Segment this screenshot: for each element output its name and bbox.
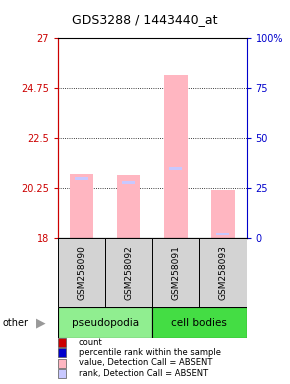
Bar	[75, 177, 88, 179]
Text: ▶: ▶	[36, 316, 46, 329]
Text: GSM258093: GSM258093	[218, 245, 227, 300]
Text: GSM258092: GSM258092	[124, 245, 133, 300]
Bar	[58, 369, 66, 379]
Text: GSM258091: GSM258091	[171, 245, 180, 300]
Text: pseudopodia: pseudopodia	[72, 318, 139, 328]
Bar	[58, 359, 66, 368]
Text: other: other	[3, 318, 29, 328]
Bar	[105, 238, 152, 307]
Text: rank, Detection Call = ABSENT: rank, Detection Call = ABSENT	[79, 369, 208, 378]
Text: count: count	[79, 338, 103, 347]
Text: GSM258090: GSM258090	[77, 245, 86, 300]
Bar	[211, 190, 235, 238]
Bar	[117, 175, 140, 238]
Text: value, Detection Call = ABSENT: value, Detection Call = ABSENT	[79, 358, 212, 367]
Bar	[58, 307, 152, 338]
Bar	[70, 174, 93, 238]
Bar	[152, 307, 246, 338]
Bar	[58, 238, 105, 307]
Text: GDS3288 / 1443440_at: GDS3288 / 1443440_at	[72, 13, 218, 26]
Bar	[216, 233, 229, 235]
Bar	[122, 181, 135, 184]
Bar	[200, 238, 246, 307]
Bar	[152, 238, 200, 307]
Text: percentile rank within the sample: percentile rank within the sample	[79, 348, 221, 357]
Bar	[58, 348, 66, 357]
Text: cell bodies: cell bodies	[171, 318, 227, 328]
Bar	[58, 338, 66, 347]
Bar	[164, 75, 188, 238]
Bar	[169, 167, 182, 169]
